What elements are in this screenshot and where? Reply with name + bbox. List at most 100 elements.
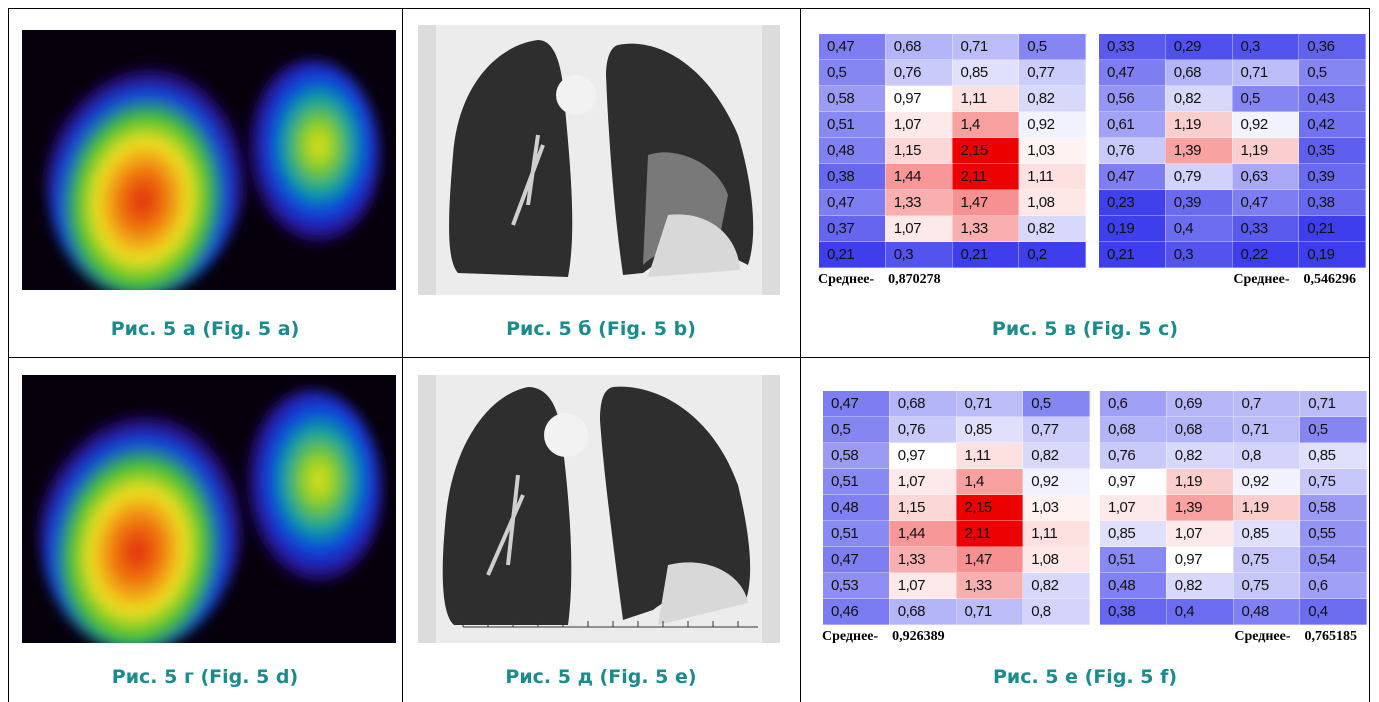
heatmap-cell: 0,58 (819, 86, 886, 112)
heatmap-cell: 0,47 (823, 391, 890, 417)
heatmap-cell: 0,76 (885, 60, 952, 86)
heatmap-cell: 1,44 (885, 164, 952, 190)
heatmap-cell: 0,21 (1299, 216, 1366, 242)
heatmap-cell: 0,39 (1165, 190, 1232, 216)
heatmap-cell: 0,77 (1023, 417, 1090, 443)
heatmap-cell: 0,51 (819, 112, 886, 138)
heatmap-cell: 1,4 (952, 112, 1019, 138)
heatmap-cell: 0,82 (1023, 573, 1090, 599)
heatmap-cell: 1,08 (1019, 190, 1086, 216)
heatmap-cell: 0,47 (823, 547, 890, 573)
heatmap-cell: 1,33 (889, 547, 956, 573)
rule (1369, 8, 1370, 702)
heatmap-cell: 0,76 (1100, 443, 1167, 469)
rule (8, 8, 1370, 9)
heatmap-cell: 0,5 (819, 60, 886, 86)
heatmap-cell: 0,68 (889, 391, 956, 417)
heatmap-cell: 0,5 (1023, 391, 1090, 417)
heatmap-cell: 0,71 (1300, 391, 1367, 417)
heatmap-cell: 2,15 (952, 138, 1019, 164)
heatmap-cell: 1,33 (952, 216, 1019, 242)
heatmap-cell: 0,82 (1019, 86, 1086, 112)
heatmap-cell: 0,76 (1099, 138, 1166, 164)
heatmap-cell: 0,19 (1099, 216, 1166, 242)
heatmap-cell: 0,97 (1166, 547, 1233, 573)
heatmap-cell: 0,92 (1232, 112, 1299, 138)
heatmap-cell: 0,21 (819, 242, 886, 268)
heatmap-cell: 0,61 (1099, 112, 1166, 138)
heatmap-cell: 0,3 (1165, 242, 1232, 268)
caption: Рис. 5 е (Fig. 5 f) (800, 666, 1370, 688)
heatmap-cell: 0,55 (1300, 521, 1367, 547)
heatmap-cell: 0,68 (1166, 417, 1233, 443)
heatmap-cell: 1,4 (956, 469, 1023, 495)
heatmap-cell: 0,6 (1300, 573, 1367, 599)
heatmap-cell: 0,48 (823, 495, 890, 521)
heatmap-cell: 0,38 (1100, 599, 1167, 625)
mean-value: 0,546296 (1304, 272, 1357, 288)
heatmap-cell: 0,48 (1100, 573, 1167, 599)
rule (800, 8, 801, 702)
heatmap-cell: 0,75 (1233, 547, 1300, 573)
heatmap-cell: 1,07 (889, 573, 956, 599)
scintigram (22, 30, 396, 290)
heatmap-cell: 0,39 (1299, 164, 1366, 190)
heatmap-cell: 0,5 (1300, 417, 1367, 443)
heatmap-cell: 0,47 (1099, 60, 1166, 86)
heatmap-cell: 0,2 (1019, 242, 1086, 268)
heatmap-cell: 1,11 (952, 86, 1019, 112)
heatmap-cell: 0,75 (1300, 469, 1367, 495)
heatmap-cell: 0,19 (1299, 242, 1366, 268)
heatmap-cell: 0,5 (823, 417, 890, 443)
heatmap-cell: 0,48 (1233, 599, 1300, 625)
heatmap-cell: 1,07 (889, 469, 956, 495)
heatmap-cell: 0,92 (1023, 469, 1090, 495)
caption: Рис. 5 г (Fig. 5 d) (8, 666, 402, 688)
heatmap-cell: 1,19 (1233, 495, 1300, 521)
heatmap-cell: 2,11 (956, 521, 1023, 547)
ct-scan (418, 25, 780, 295)
heatmap-cell: 0,51 (1100, 547, 1167, 573)
mean-value: 0,765185 (1305, 629, 1358, 645)
ct-scan (418, 375, 780, 643)
caption: Рис. 5 б (Fig. 5 b) (402, 318, 800, 340)
heatmap-cell: 1,07 (1100, 495, 1167, 521)
mean-row: Среднее-0,926389 (822, 629, 1090, 645)
heatmap-cell: 0,75 (1233, 573, 1300, 599)
heatmap-cell: 0,92 (1233, 469, 1300, 495)
heatmap-cell: 0,85 (956, 417, 1023, 443)
heatmap-cell: 0,29 (1165, 34, 1232, 60)
heatmap-cell: 0,6 (1100, 391, 1167, 417)
heatmap-cell: 0,82 (1165, 86, 1232, 112)
heatmap-cell: 1,15 (885, 138, 952, 164)
mean-row: Среднее-0,765185 (1099, 629, 1367, 645)
heatmap-cell: 1,44 (889, 521, 956, 547)
heatmap-cell: 1,07 (885, 216, 952, 242)
heatmap-cell: 2,11 (952, 164, 1019, 190)
heatmap-cell: 0,71 (956, 391, 1023, 417)
heatmap-cell: 0,51 (823, 469, 890, 495)
mean-label: Среднее- (822, 629, 878, 645)
heatmap-cell: 0,5 (1299, 60, 1366, 86)
